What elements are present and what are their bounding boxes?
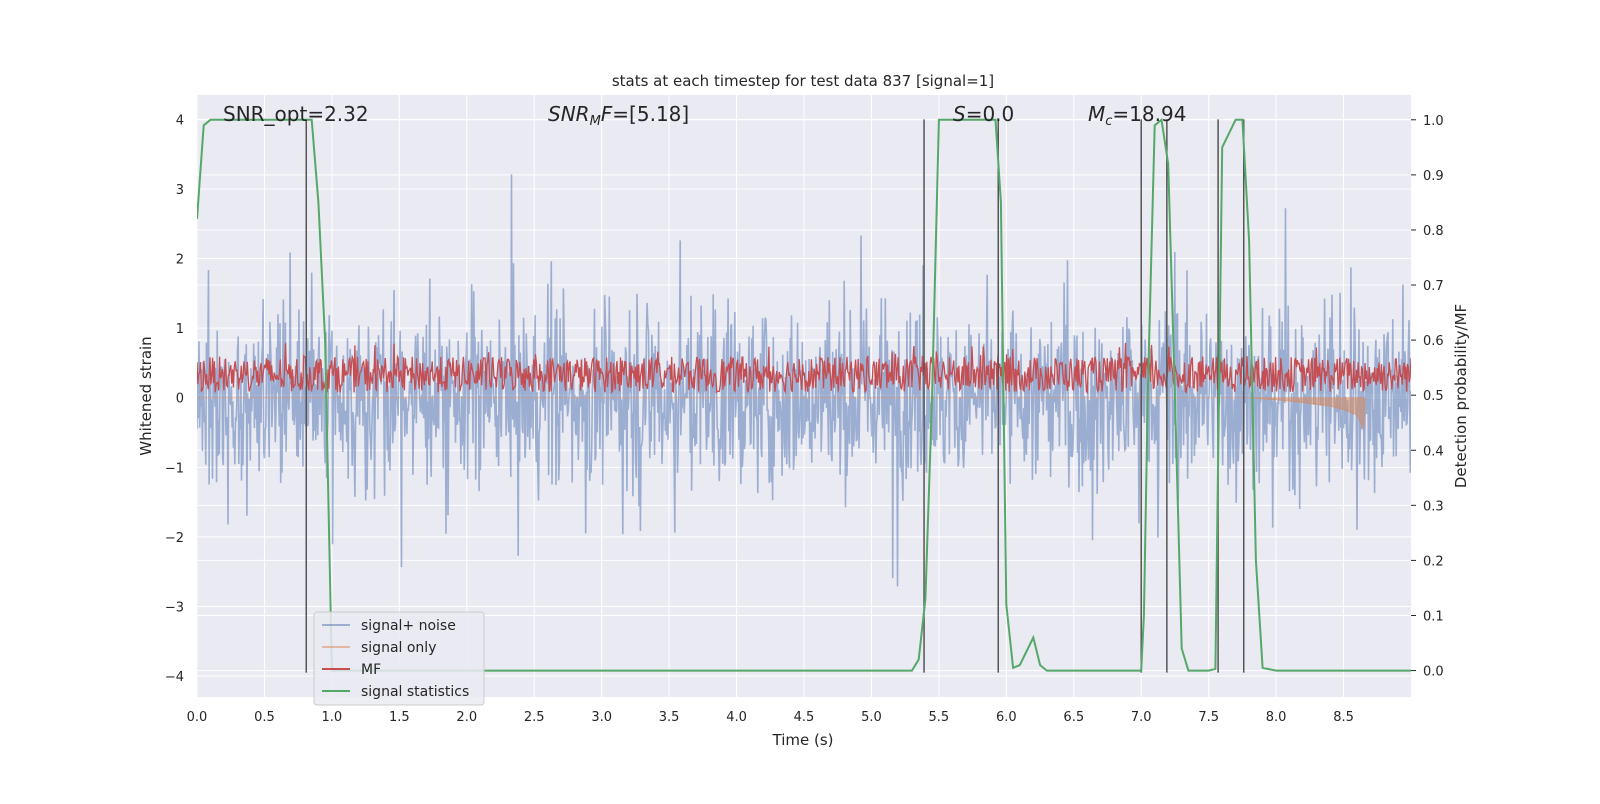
y2-tick-label: 0.7 bbox=[1423, 279, 1444, 294]
y-tick-label: 1 bbox=[176, 322, 184, 337]
annotation-s-symbol: S bbox=[953, 102, 966, 126]
legend: signal+ noise signal only MF signal stat… bbox=[313, 611, 485, 706]
legend-label-signal-statistics: signal statistics bbox=[361, 684, 469, 700]
x-tick-label: 0.0 bbox=[187, 710, 208, 725]
x-tick-label: 7.5 bbox=[1198, 710, 1219, 725]
x-tick-label: 6.0 bbox=[996, 710, 1017, 725]
annotation-mc-subscript: c bbox=[1105, 114, 1112, 129]
y-tick-label: 2 bbox=[176, 253, 184, 268]
y2-tick-label: 0.6 bbox=[1423, 334, 1444, 349]
annotation-snr-mf-symbol: SNR bbox=[548, 102, 590, 126]
x-tick-label: 5.0 bbox=[861, 710, 882, 725]
x-axis-ticks: 0.0 0.5 1.0 1.5 2.0 2.5 3.0 3.5 4.0 4.5 5.0 5.5 6.0 6… bbox=[187, 710, 1354, 725]
y-tick-label: −3 bbox=[165, 601, 184, 616]
series-layer bbox=[197, 117, 1411, 673]
annotation-s-value: =0.0 bbox=[966, 102, 1015, 126]
y2-axis-ticks: 0.0 0.1 0.2 0.3 0.4 0.5 0.6 0.7 0.8 0.9 1.0 bbox=[1411, 114, 1444, 680]
x-tick-label: 2.0 bbox=[456, 710, 477, 725]
annotation-mc-symbol: M bbox=[1088, 102, 1105, 126]
y2-tick-label: 0.3 bbox=[1423, 499, 1444, 514]
x-tick-label: 0.5 bbox=[254, 710, 275, 725]
y-tick-label: −4 bbox=[165, 670, 184, 685]
legend-label-signal-noise: signal+ noise bbox=[361, 618, 456, 634]
annotation-snr-mf-suffix: F bbox=[601, 102, 613, 126]
y2-tick-label: 0.1 bbox=[1423, 609, 1444, 624]
series-signal-statistics-line bbox=[197, 117, 1411, 672]
y2-tick-label: 0.5 bbox=[1423, 389, 1444, 404]
annotation-snr-mf-subscript: M bbox=[590, 114, 601, 129]
y-tick-label: 0 bbox=[176, 392, 184, 407]
y-axis-label: Whitened strain bbox=[137, 336, 155, 455]
y2-tick-label: 1.0 bbox=[1423, 114, 1444, 129]
y2-tick-label: 0.9 bbox=[1423, 169, 1444, 184]
y-tick-label: −2 bbox=[165, 531, 184, 546]
y-axis-ticks: −4 −3 −2 −1 0 1 2 3 4 bbox=[165, 113, 184, 685]
x-tick-label: 1.0 bbox=[322, 710, 343, 725]
annotation-s: S=0.0 bbox=[953, 102, 1014, 126]
x-tick-label: 4.5 bbox=[794, 710, 815, 725]
legend-label-signal-only: signal only bbox=[361, 640, 436, 656]
chart-title: stats at each timestep for test data 837… bbox=[612, 72, 994, 90]
x-tick-label: 6.5 bbox=[1063, 710, 1084, 725]
annotation-mc-value: =18.94 bbox=[1112, 102, 1186, 126]
annotation-snr-mf: SNRMF=[5.18] bbox=[548, 102, 689, 129]
annotation-mc: Mc=18.94 bbox=[1088, 102, 1186, 129]
y-tick-label: 3 bbox=[176, 183, 184, 198]
y2-tick-label: 0.2 bbox=[1423, 554, 1444, 569]
legend-label-mf: MF bbox=[361, 662, 381, 678]
x-tick-label: 8.5 bbox=[1333, 710, 1354, 725]
x-tick-label: 2.5 bbox=[524, 710, 545, 725]
legend-box bbox=[313, 611, 485, 706]
y-tick-label: 4 bbox=[176, 113, 184, 128]
x-tick-label: 4.0 bbox=[726, 710, 747, 725]
annotation-snr-mf-value: =[5.18] bbox=[612, 102, 689, 126]
x-tick-label: 7.0 bbox=[1131, 710, 1152, 725]
y2-tick-label: 0.0 bbox=[1423, 665, 1444, 680]
x-axis-label: Time (s) bbox=[772, 731, 834, 749]
y2-tick-label: 0.8 bbox=[1423, 224, 1444, 239]
y2-tick-label: 0.4 bbox=[1423, 444, 1444, 459]
y-tick-label: −1 bbox=[165, 461, 184, 476]
series-mf-line bbox=[197, 342, 1411, 395]
x-tick-label: 5.5 bbox=[929, 710, 950, 725]
annotation-snr-opt: SNR_opt=2.32 bbox=[223, 102, 369, 126]
x-tick-label: 1.5 bbox=[389, 710, 410, 725]
x-tick-label: 3.5 bbox=[659, 710, 680, 725]
x-tick-label: 8.0 bbox=[1266, 710, 1287, 725]
series-signal-only-area bbox=[197, 397, 1366, 430]
x-tick-label: 3.0 bbox=[591, 710, 612, 725]
y2-axis-label: Detection probability/MF bbox=[1452, 304, 1470, 488]
